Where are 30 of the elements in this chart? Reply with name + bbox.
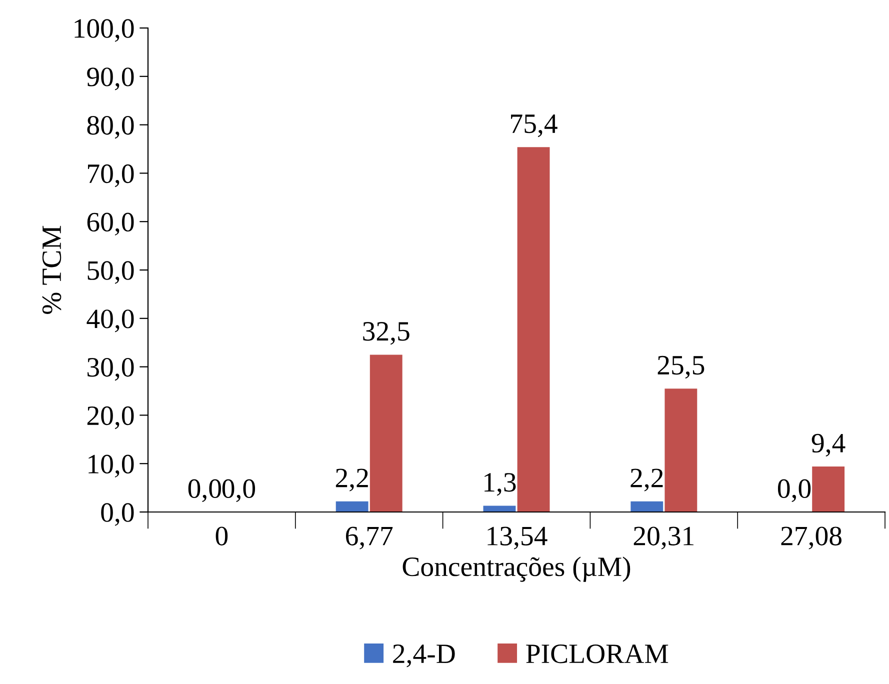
data-label: 25,5 bbox=[658, 356, 704, 379]
y-tick-label: 90,0 bbox=[87, 68, 134, 90]
data-label: 0,0 bbox=[778, 479, 811, 502]
y-tick-label: 10,0 bbox=[88, 454, 134, 478]
y-tick-label: 20,0 bbox=[87, 406, 134, 430]
x-tick-label: 6,77 bbox=[346, 526, 393, 550]
y-tick-label: 0,0 bbox=[101, 503, 134, 526]
data-label: 2,2 bbox=[630, 468, 663, 492]
y-tick-label: 40,0 bbox=[86, 310, 134, 332]
x-axis-title: Concentrações (µM) bbox=[402, 556, 630, 582]
x-tick-label: 27,08 bbox=[781, 526, 842, 550]
data-label: 0,0 bbox=[188, 479, 221, 502]
data-label: 0,0 bbox=[222, 479, 256, 502]
y-tick-label: 70,0 bbox=[88, 164, 134, 188]
y-tick-label: 80,0 bbox=[87, 116, 134, 139]
y-tick-label: 60,0 bbox=[87, 212, 134, 236]
data-label: 32,5 bbox=[363, 322, 410, 345]
x-tick-label: 20,31 bbox=[634, 526, 694, 550]
legend-label: PICLORAM bbox=[526, 644, 668, 664]
y-tick-label: 30,0 bbox=[88, 358, 134, 381]
x-tick-label: 13,54 bbox=[488, 526, 548, 550]
data-label: 2,2 bbox=[336, 468, 368, 492]
data-label: 75,4 bbox=[511, 114, 558, 138]
y-tick-label: 50,0 bbox=[88, 261, 134, 284]
data-label: 9,4 bbox=[812, 434, 846, 457]
data-label: 1,3 bbox=[484, 473, 516, 496]
legend-label: 2,4-D bbox=[393, 644, 455, 668]
y-tick-label: 100,0 bbox=[74, 19, 134, 42]
y-axis-title: % TCM bbox=[42, 226, 62, 314]
x-tick-label: 0 bbox=[216, 526, 228, 546]
